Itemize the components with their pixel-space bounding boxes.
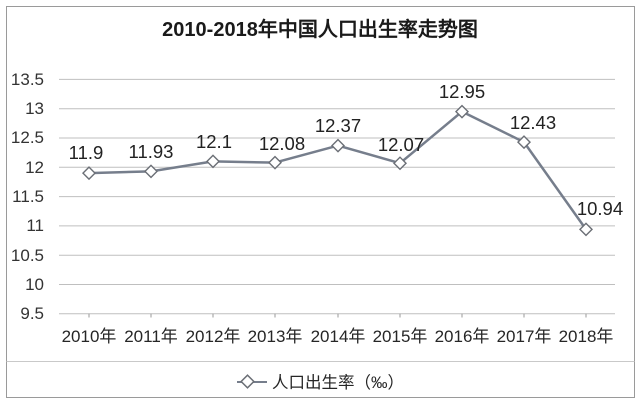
svg-text:12.43: 12.43: [510, 112, 556, 133]
svg-text:12.5: 12.5: [11, 128, 44, 147]
svg-text:2018年: 2018年: [559, 327, 614, 346]
svg-text:11.9: 11.9: [69, 142, 104, 163]
svg-text:2013年: 2013年: [248, 327, 303, 346]
svg-text:10.94: 10.94: [577, 198, 623, 219]
svg-text:2016年: 2016年: [435, 327, 490, 346]
svg-text:13.5: 13.5: [11, 70, 44, 89]
svg-text:13: 13: [25, 99, 44, 118]
svg-text:9.5: 9.5: [20, 304, 44, 323]
svg-text:11.5: 11.5: [12, 187, 44, 206]
svg-text:2017年: 2017年: [497, 327, 552, 346]
svg-text:2012年: 2012年: [186, 327, 241, 346]
svg-text:2010-2018年中国人口出生率走势图: 2010-2018年中国人口出生率走势图: [162, 17, 478, 41]
svg-text:10.5: 10.5: [11, 246, 44, 265]
svg-text:2015年: 2015年: [373, 327, 428, 346]
svg-text:2010年: 2010年: [62, 327, 117, 346]
svg-text:11.93: 11.93: [129, 141, 174, 162]
svg-text:12.07: 12.07: [378, 134, 424, 155]
svg-text:12.08: 12.08: [259, 133, 305, 154]
svg-text:12: 12: [25, 158, 44, 177]
svg-text:10: 10: [25, 275, 44, 294]
svg-text:11: 11: [26, 216, 44, 235]
svg-text:12.1: 12.1: [196, 131, 232, 152]
svg-text:人口出生率（‰）: 人口出生率（‰）: [272, 373, 404, 392]
svg-text:2011年: 2011年: [124, 327, 178, 346]
svg-text:12.95: 12.95: [439, 81, 485, 102]
svg-text:2014年: 2014年: [311, 327, 366, 346]
svg-text:12.37: 12.37: [315, 115, 361, 136]
